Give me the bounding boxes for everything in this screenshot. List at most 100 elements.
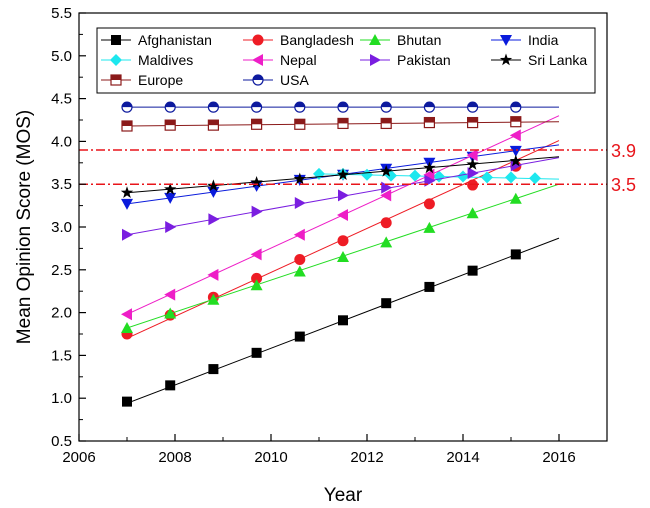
data-point-afghanistan (295, 332, 305, 342)
y-tick-label: 3.0 (51, 219, 72, 236)
legend-label-pakistan: Pakistan (397, 52, 451, 68)
data-point-usa (381, 102, 391, 112)
y-axis-title: Mean Opinion Score (MOS) (14, 110, 35, 344)
data-point-europe (295, 119, 305, 129)
data-point-afghanistan (122, 397, 132, 407)
data-point-usa (511, 102, 521, 112)
data-point-usa (165, 102, 175, 112)
data-point-nepal (207, 269, 218, 281)
data-point-bhutan (121, 322, 133, 333)
legend-label-maldives: Maldives (138, 52, 193, 68)
data-point-pakistan (165, 221, 176, 233)
data-point-afghanistan (424, 282, 434, 292)
data-point-afghanistan (252, 348, 262, 358)
data-point-europe (208, 120, 218, 130)
legend-marker-bangladesh (253, 35, 264, 46)
y-tick-label: 1.5 (51, 347, 72, 364)
data-point-pakistan (208, 213, 219, 225)
data-point-usa (295, 102, 305, 112)
legend-item-europe: Europe (101, 72, 183, 88)
series-maldives (313, 168, 559, 184)
series-usa (122, 102, 559, 112)
series-afghanistan (122, 238, 559, 406)
data-point-afghanistan (208, 364, 218, 374)
data-point-europe (511, 117, 521, 127)
data-point-bangladesh (381, 217, 392, 228)
y-tick-label: 4.5 (51, 91, 72, 108)
data-point-europe (468, 118, 478, 128)
data-point-afghanistan (468, 266, 478, 276)
legend-label-sri-lanka: Sri Lanka (528, 52, 587, 68)
legend-marker-afghanistan (111, 35, 121, 45)
legend-label-europe: Europe (138, 72, 183, 88)
data-point-nepal (294, 229, 305, 241)
data-point-nepal (337, 209, 348, 221)
data-point-nepal (251, 248, 262, 260)
reference-label-3-5: 3.5 (611, 175, 636, 195)
data-point-maldives (529, 172, 541, 184)
data-point-maldives (481, 171, 493, 183)
y-tick-label: 2.5 (51, 262, 72, 279)
legend-label-india: India (528, 32, 559, 48)
y-tick-label: 0.5 (51, 433, 72, 450)
data-point-usa (252, 102, 262, 112)
y-tick-label: 5.5 (51, 5, 72, 22)
data-point-bhutan (510, 193, 522, 204)
data-point-usa (424, 102, 434, 112)
data-point-bangladesh (424, 198, 435, 209)
data-point-bangladesh (338, 235, 349, 246)
series-nepal (121, 116, 559, 321)
data-point-afghanistan (338, 315, 348, 325)
y-tick-label: 3.5 (51, 176, 72, 193)
data-point-bhutan (337, 251, 349, 262)
x-tick-label: 2016 (542, 449, 575, 466)
data-point-usa (338, 102, 348, 112)
y-tick-label: 1.0 (51, 390, 72, 407)
x-tick-label: 2010 (254, 449, 287, 466)
data-point-bhutan (294, 266, 306, 277)
data-point-europe (424, 118, 434, 128)
x-tick-label: 2006 (62, 449, 95, 466)
data-point-pakistan (252, 206, 263, 218)
data-point-afghanistan (165, 380, 175, 390)
x-axis-title: Year (324, 485, 363, 506)
data-point-europe (165, 120, 175, 130)
data-point-pakistan (295, 197, 306, 209)
data-point-bangladesh (467, 180, 478, 191)
data-point-nepal (121, 308, 132, 320)
data-point-europe (252, 119, 262, 129)
data-point-pakistan (122, 229, 133, 241)
x-tick-label: 2012 (350, 449, 383, 466)
legend-marker-europe (111, 75, 121, 85)
reference-label-3-9: 3.9 (611, 141, 636, 161)
data-point-nepal (164, 289, 175, 301)
data-point-maldives (457, 170, 469, 182)
legend-label-bangladesh: Bangladesh (280, 32, 354, 48)
data-point-nepal (510, 129, 521, 141)
data-point-usa (208, 102, 218, 112)
legend-label-bhutan: Bhutan (397, 32, 441, 48)
legend-label-nepal: Nepal (280, 52, 317, 68)
reference-labels: 3.9 3.5 (611, 141, 636, 195)
data-point-bhutan (423, 222, 435, 233)
data-point-afghanistan (511, 249, 521, 259)
data-point-bhutan (380, 236, 392, 247)
data-point-bangladesh (294, 254, 305, 265)
data-point-pakistan (338, 189, 349, 201)
data-point-usa (122, 102, 132, 112)
y-tick-label: 2.0 (51, 305, 72, 322)
data-point-afghanistan (381, 298, 391, 308)
y-tick-label: 4.0 (51, 133, 72, 150)
y-tick-label: 5.0 (51, 48, 72, 65)
legend-label-afghanistan: Afghanistan (138, 32, 212, 48)
x-tick-label: 2008 (158, 449, 191, 466)
legend-marker-usa (253, 75, 263, 85)
data-point-bhutan (467, 207, 479, 218)
data-point-india (121, 199, 133, 210)
data-point-europe (122, 121, 132, 131)
data-point-usa (468, 102, 478, 112)
data-point-europe (338, 118, 348, 128)
data-point-sri-lanka (121, 186, 133, 198)
data-point-europe (381, 118, 391, 128)
